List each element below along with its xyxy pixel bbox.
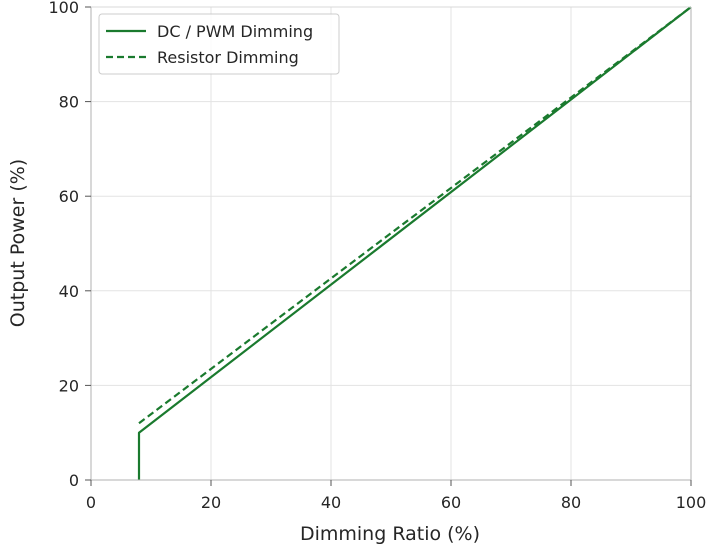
y-tick-label: 0 (69, 471, 79, 490)
y-tick-label: 20 (59, 376, 79, 395)
x-tick-label: 100 (676, 493, 707, 512)
axes (90, 6, 692, 481)
legend-label-resistor: Resistor Dimming (157, 48, 299, 67)
y-tick-label: 80 (59, 93, 79, 112)
series-line-dc-pwm (137, 6, 692, 480)
y-tick-label: 60 (59, 187, 79, 206)
series-layer (137, 6, 692, 480)
y-axis-label: Output Power (%) (7, 159, 29, 327)
y-tick-label: 100 (48, 0, 79, 17)
x-tick-label: 60 (441, 493, 461, 512)
x-tick-label: 20 (201, 493, 221, 512)
grid (90, 6, 692, 481)
ticks: 0 20 40 60 80 100 0 20 40 60 80 100 (48, 0, 706, 512)
x-tick-label: 40 (321, 493, 341, 512)
x-axis-label: Dimming Ratio (%) (300, 523, 480, 545)
x-tick-label: 0 (86, 493, 96, 512)
y-tick-label: 40 (59, 282, 79, 301)
legend: DC / PWM Dimming Resistor Dimming (98, 13, 340, 75)
series-line-resistor (138, 6, 692, 425)
legend-label-dc-pwm: DC / PWM Dimming (157, 22, 313, 41)
x-tick-label: 80 (561, 493, 581, 512)
legend-box (98, 13, 340, 75)
